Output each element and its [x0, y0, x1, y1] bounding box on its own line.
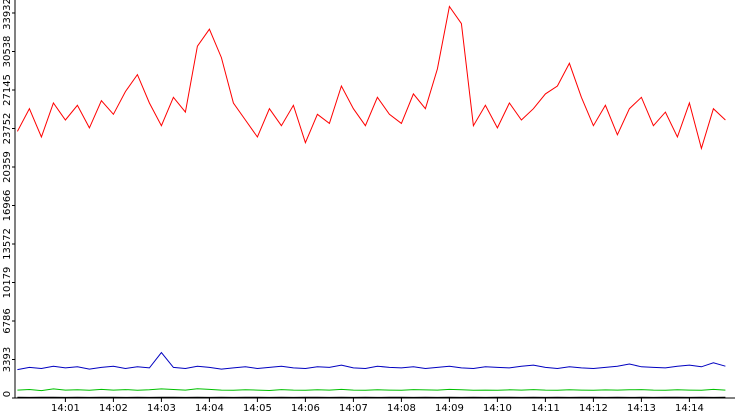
x-tick-label: 14:01 [51, 403, 80, 414]
x-tick-label: 14:10 [483, 403, 512, 414]
x-tick-label: 14:07 [339, 403, 368, 414]
y-tick-label: 6786 [2, 308, 13, 333]
x-tick-label: 14:05 [243, 403, 272, 414]
x-tick-label: 14:04 [195, 403, 224, 414]
x-tick-label: 14:02 [99, 403, 128, 414]
y-tick-label: 10179 [2, 267, 13, 299]
x-tick-label: 14:11 [531, 403, 560, 414]
x-tick-label: 14:03 [147, 403, 176, 414]
x-tick-label: 14:06 [291, 403, 320, 414]
x-tick-label: 14:08 [387, 403, 416, 414]
y-tick-label: 16966 [2, 190, 13, 222]
series-line [17, 351, 726, 371]
x-tick-label: 14:14 [675, 403, 704, 414]
y-tick-label: 3393 [2, 347, 13, 372]
y-tick-label: 0 [2, 391, 13, 397]
plot-area [16, 5, 726, 398]
y-tick-label: 13572 [2, 228, 13, 260]
y-tick-label: 23752 [2, 113, 13, 145]
y-tick-label: 20359 [2, 151, 13, 183]
y-tick-label: 27145 [2, 74, 13, 106]
x-tick-label: 14:12 [579, 403, 608, 414]
series-line [17, 388, 726, 392]
x-tick-label: 14:13 [627, 403, 656, 414]
series-line [16, 5, 726, 151]
y-tick-label: 33932 [2, 0, 13, 30]
x-tick-label: 14:09 [435, 403, 464, 414]
y-tick-label: 30538 [2, 36, 13, 68]
